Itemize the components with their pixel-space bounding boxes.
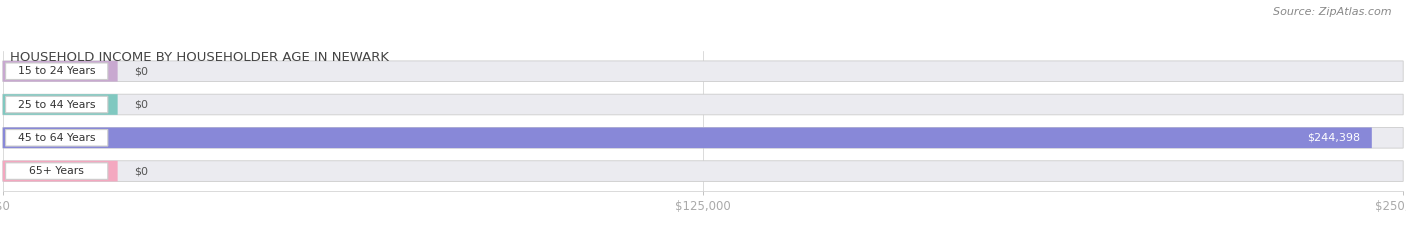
FancyBboxPatch shape — [3, 161, 1403, 182]
Text: $244,398: $244,398 — [1308, 133, 1361, 143]
FancyBboxPatch shape — [6, 96, 108, 113]
Text: HOUSEHOLD INCOME BY HOUSEHOLDER AGE IN NEWARK: HOUSEHOLD INCOME BY HOUSEHOLDER AGE IN N… — [10, 51, 389, 64]
Text: $0: $0 — [135, 99, 149, 110]
Text: Source: ZipAtlas.com: Source: ZipAtlas.com — [1274, 7, 1392, 17]
FancyBboxPatch shape — [3, 61, 1403, 82]
FancyBboxPatch shape — [3, 94, 1403, 115]
Text: 65+ Years: 65+ Years — [30, 166, 84, 176]
FancyBboxPatch shape — [3, 94, 118, 115]
FancyBboxPatch shape — [3, 61, 118, 82]
Text: $0: $0 — [135, 166, 149, 176]
FancyBboxPatch shape — [6, 130, 108, 146]
FancyBboxPatch shape — [3, 127, 1403, 148]
Text: 15 to 24 Years: 15 to 24 Years — [18, 66, 96, 76]
FancyBboxPatch shape — [3, 127, 1372, 148]
Text: 45 to 64 Years: 45 to 64 Years — [18, 133, 96, 143]
Text: $0: $0 — [135, 66, 149, 76]
FancyBboxPatch shape — [6, 63, 108, 79]
Text: 25 to 44 Years: 25 to 44 Years — [18, 99, 96, 110]
FancyBboxPatch shape — [3, 161, 118, 182]
FancyBboxPatch shape — [6, 163, 108, 179]
